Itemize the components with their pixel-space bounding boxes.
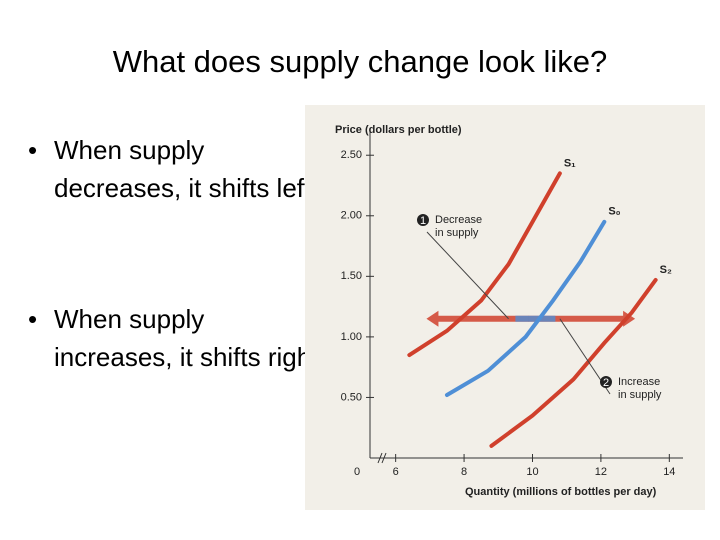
supply-curve	[407, 171, 562, 358]
supply-curve	[489, 277, 658, 448]
x-tick-label: 10	[526, 466, 538, 478]
shift-arrow	[528, 310, 636, 327]
shift-arrow	[515, 315, 556, 322]
annotation-text: Increase in supply	[618, 376, 662, 401]
y-tick-label: 2.50	[341, 149, 362, 161]
bullet: When supply increases, it shifts right	[28, 300, 319, 376]
y-tick-label: 1.50	[341, 270, 362, 282]
origin-label: 0	[354, 466, 360, 478]
x-axis-label: Quantity (millions of bottles per day)	[465, 486, 657, 498]
chart: Price (dollars per bottle) Quantity (mil…	[305, 105, 705, 510]
annotation-text: Decrease in supply	[435, 214, 482, 239]
curve-label: S₀	[608, 206, 620, 218]
y-axis-label: Price (dollars per bottle)	[335, 124, 462, 136]
y-tick-label: 1.00	[341, 331, 362, 343]
shift-arrow	[426, 310, 529, 327]
x-tick-label: 8	[461, 466, 467, 478]
axis-break	[377, 452, 387, 464]
y-tick-label: 0.50	[341, 391, 362, 403]
supply-curve	[444, 219, 607, 398]
x-tick-label: 14	[663, 466, 675, 478]
curve-label: S₁	[564, 157, 576, 169]
annotation-badge	[600, 376, 612, 388]
x-tick-label: 12	[595, 466, 607, 478]
y-tick-label: 2.00	[341, 210, 362, 222]
annotation-badge	[417, 214, 429, 226]
bullet: When supply decreases, it shifts left	[28, 131, 319, 207]
annotation-number: 2	[603, 377, 609, 389]
x-tick-label: 6	[393, 466, 399, 478]
leader-line	[426, 231, 509, 320]
curve-label: S₂	[660, 264, 672, 276]
annotation-number: 1	[420, 215, 426, 227]
figure-background	[305, 105, 705, 510]
slide-title: What does supply change look like?	[112, 44, 608, 79]
